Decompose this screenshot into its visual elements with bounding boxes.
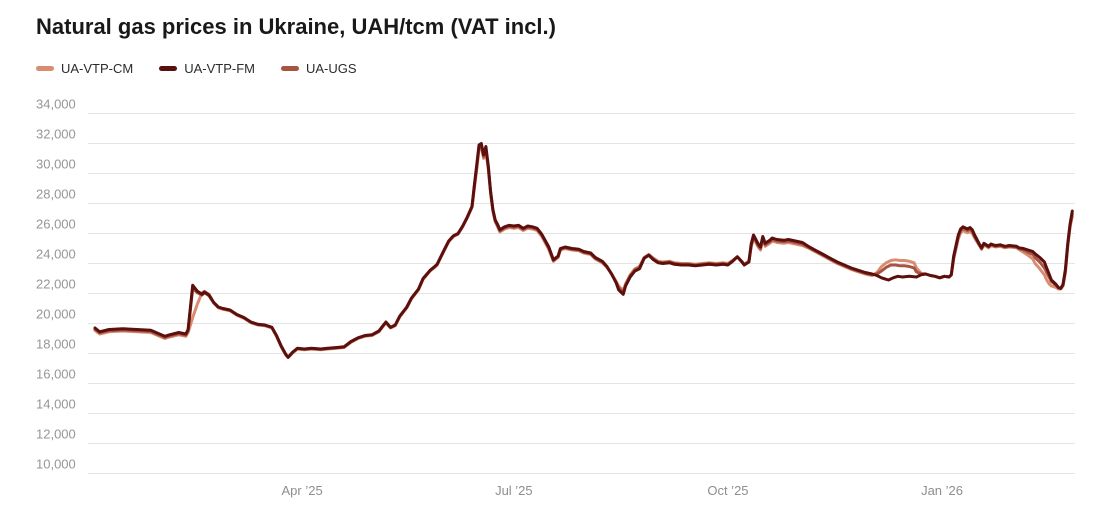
x-tick-label-2: Oct ’25	[707, 483, 748, 498]
legend-swatch-ua-vtp-cm-icon	[36, 66, 54, 71]
y-tick-label-28000: 28,000	[36, 187, 76, 202]
y-tick-label-12000: 12,000	[36, 427, 76, 442]
y-tick-label-20000: 20,000	[36, 307, 76, 322]
y-tick-label-32000: 32,000	[36, 127, 76, 142]
y-axis-tick-labels: 34,000 32,000 30,000 28,000 26,000 24,000 22,0…	[36, 97, 76, 472]
chart-title: Natural gas prices in Ukraine, UAH/tcm (…	[36, 14, 556, 39]
legend-label-ua-ugs: UA-UGS	[306, 61, 357, 76]
legend-item-ua-vtp-cm: UA-VTP-CM	[36, 61, 133, 76]
x-tick-label-0: Apr ’25	[282, 483, 323, 498]
legend-swatch-ua-vtp-fm-icon	[159, 66, 178, 71]
legend-item-ua-vtp-fm: UA-VTP-FM	[159, 61, 255, 76]
y-tick-label-18000: 18,000	[36, 337, 76, 352]
y-tick-label-30000: 30,000	[36, 157, 76, 172]
x-axis-tick-labels: Apr ’25 Jul ’25 Oct ’25 Jan ’26	[282, 483, 963, 498]
y-tick-label-34000: 34,000	[36, 97, 76, 112]
x-tick-label-1: Jul ’25	[495, 483, 533, 498]
legend-label-ua-vtp-cm: UA-VTP-CM	[61, 61, 134, 76]
y-tick-label-24000: 24,000	[36, 247, 76, 262]
series-line-ua-vtp-fm	[93, 142, 1074, 359]
y-tick-label-14000: 14,000	[36, 397, 76, 412]
series-lines	[93, 142, 1074, 359]
legend-item-ua-ugs: UA-UGS	[281, 61, 357, 76]
y-tick-label-16000: 16,000	[36, 367, 76, 382]
y-tick-label-22000: 22,000	[36, 277, 76, 292]
legend: UA-VTP-CM UA-VTP-FM UA-UGS	[36, 61, 357, 76]
legend-label-ua-vtp-fm: UA-VTP-FM	[184, 61, 255, 76]
legend-swatch-ua-ugs-icon	[281, 66, 299, 71]
y-tick-label-26000: 26,000	[36, 217, 76, 232]
y-tick-label-10000: 10,000	[36, 457, 76, 472]
gridlines	[88, 113, 1075, 474]
x-tick-label-3: Jan ’26	[921, 483, 963, 498]
